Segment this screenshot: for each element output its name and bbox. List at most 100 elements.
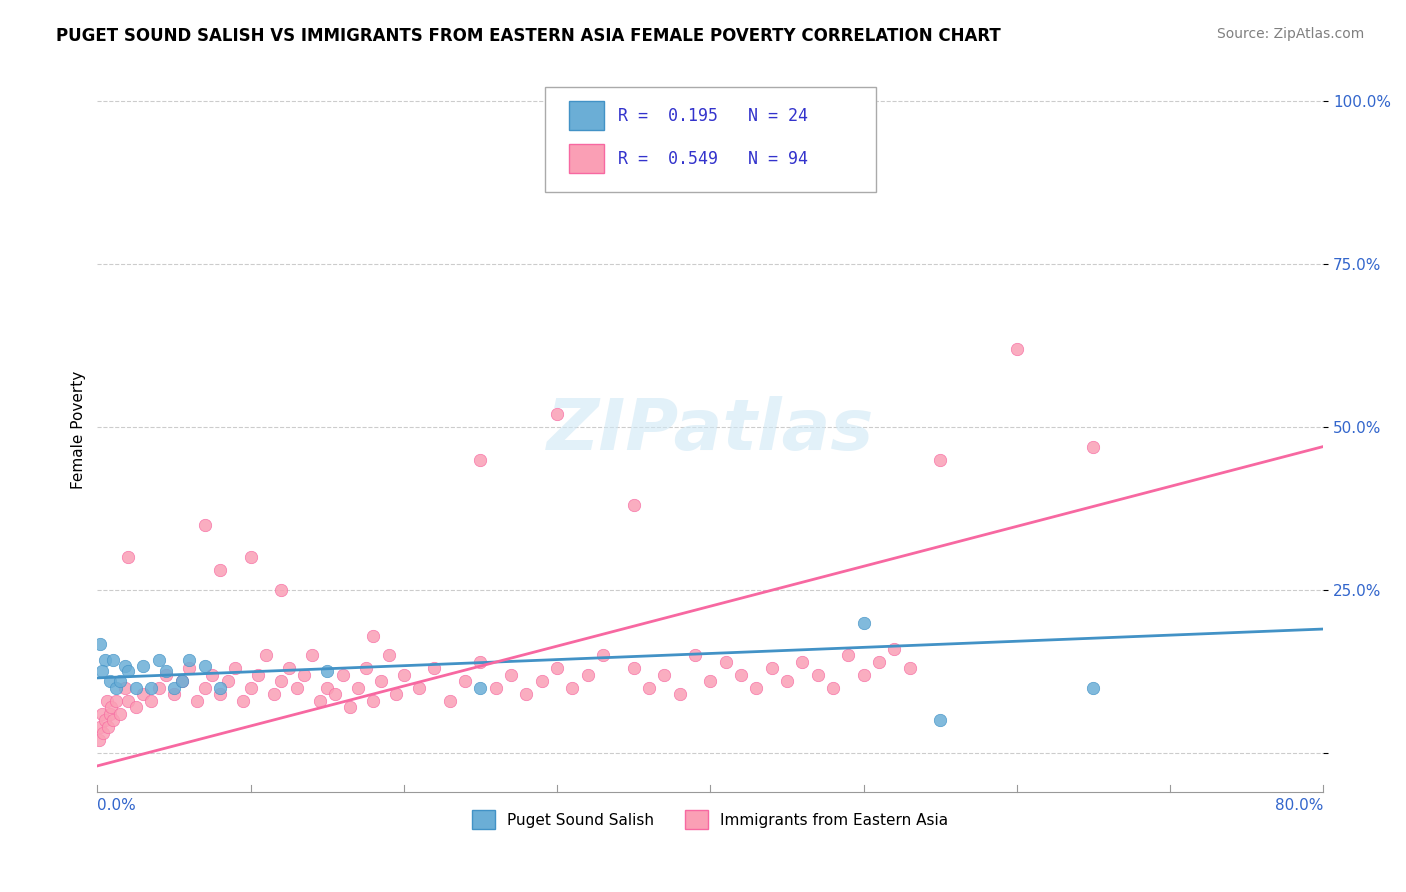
Point	[668, 687, 690, 701]
Point	[699, 674, 721, 689]
Point	[347, 681, 370, 695]
Point	[501, 667, 523, 681]
Point	[117, 694, 139, 708]
Point	[530, 674, 553, 689]
Point	[292, 667, 315, 681]
FancyBboxPatch shape	[544, 87, 876, 192]
Point	[104, 694, 127, 708]
Point	[561, 681, 583, 695]
Point	[730, 667, 752, 681]
Point	[124, 681, 146, 695]
Point	[101, 713, 124, 727]
Point	[929, 713, 952, 727]
Text: 80.0%: 80.0%	[1275, 798, 1323, 814]
Point	[1005, 342, 1028, 356]
Point	[745, 681, 768, 695]
Point	[332, 667, 354, 681]
Point	[285, 681, 308, 695]
Point	[546, 407, 568, 421]
Point	[470, 681, 492, 695]
Point	[186, 694, 208, 708]
Text: R =  0.549   N = 94: R = 0.549 N = 94	[619, 150, 808, 168]
Point	[170, 673, 193, 688]
Point	[515, 687, 537, 701]
Point	[89, 720, 111, 734]
Point	[821, 681, 844, 695]
Point	[91, 665, 114, 679]
Point	[270, 582, 292, 597]
Y-axis label: Female Poverty: Female Poverty	[72, 371, 86, 490]
Point	[929, 452, 952, 467]
Point	[439, 694, 461, 708]
Point	[623, 498, 645, 512]
Point	[714, 655, 737, 669]
Point	[308, 694, 330, 708]
Point	[792, 655, 814, 669]
Point	[361, 694, 384, 708]
Point	[301, 648, 323, 662]
Point	[654, 667, 676, 681]
Point	[148, 653, 170, 667]
Point	[385, 687, 408, 701]
Point	[96, 694, 118, 708]
Point	[623, 661, 645, 675]
Point	[117, 550, 139, 565]
Point	[101, 653, 124, 667]
Point	[470, 655, 492, 669]
Point	[392, 667, 415, 681]
Text: ZIPatlas: ZIPatlas	[547, 396, 875, 465]
Point	[110, 673, 132, 688]
Point	[277, 661, 299, 675]
Point	[485, 681, 508, 695]
Point	[179, 661, 201, 675]
Point	[370, 674, 392, 689]
Point	[776, 674, 799, 689]
Point	[91, 706, 114, 721]
Point	[94, 653, 117, 667]
Text: R =  0.195   N = 24: R = 0.195 N = 24	[619, 106, 808, 125]
Text: PUGET SOUND SALISH VS IMMIGRANTS FROM EASTERN ASIA FEMALE POVERTY CORRELATION CH: PUGET SOUND SALISH VS IMMIGRANTS FROM EA…	[56, 27, 1001, 45]
Point	[592, 648, 614, 662]
Point	[761, 661, 783, 675]
Point	[217, 674, 239, 689]
Text: Source: ZipAtlas.com: Source: ZipAtlas.com	[1216, 27, 1364, 41]
Point	[155, 665, 177, 679]
Point	[377, 648, 399, 662]
Point	[546, 661, 568, 675]
Point	[1083, 440, 1105, 454]
Point	[224, 661, 246, 675]
Point	[683, 648, 706, 662]
Point	[361, 628, 384, 642]
Point	[898, 661, 921, 675]
Point	[98, 673, 121, 688]
Point	[208, 687, 231, 701]
Point	[323, 687, 346, 701]
Point	[179, 653, 201, 667]
Point	[194, 681, 217, 695]
Point	[93, 726, 115, 740]
Point	[163, 681, 186, 695]
FancyBboxPatch shape	[569, 101, 603, 130]
Point	[139, 694, 162, 708]
Point	[354, 661, 377, 675]
Point	[139, 681, 162, 695]
Point	[316, 665, 339, 679]
Point	[194, 517, 217, 532]
Point	[339, 700, 361, 714]
Point	[132, 687, 155, 701]
Point	[1083, 681, 1105, 695]
Point	[576, 667, 599, 681]
Point	[408, 681, 430, 695]
Point	[117, 665, 139, 679]
Point	[194, 659, 217, 673]
Point	[316, 681, 339, 695]
Point	[163, 687, 186, 701]
Point	[170, 674, 193, 689]
Point	[124, 700, 146, 714]
Point	[852, 615, 875, 630]
Point	[470, 452, 492, 467]
Point	[87, 732, 110, 747]
Legend: Puget Sound Salish, Immigrants from Eastern Asia: Puget Sound Salish, Immigrants from East…	[467, 804, 955, 835]
Point	[263, 687, 285, 701]
Point	[638, 681, 661, 695]
